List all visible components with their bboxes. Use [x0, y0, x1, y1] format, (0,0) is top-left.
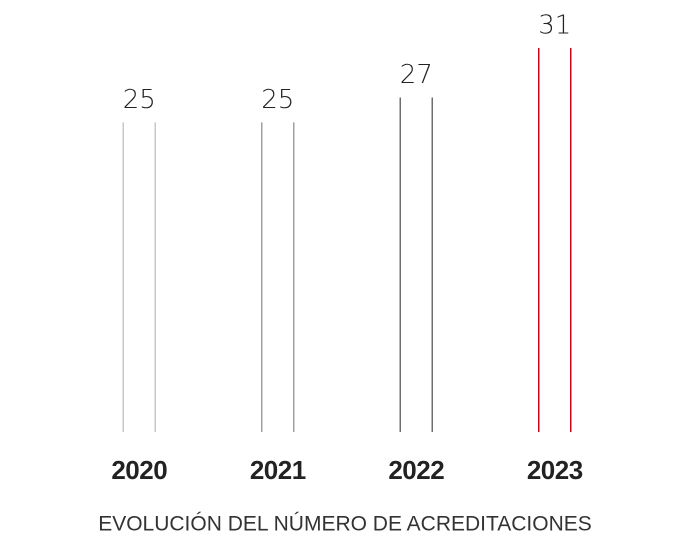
chart-title: EVOLUCIÓN DEL NÚMERO DE ACREDITACIONES — [98, 513, 592, 536]
bar — [261, 122, 295, 432]
bar — [122, 122, 156, 432]
value-label: 31 — [538, 11, 571, 41]
x-tick-label: 2023 — [527, 455, 583, 485]
bar — [399, 97, 433, 432]
x-tick-label: 2022 — [388, 455, 444, 485]
x-tick-label: 2020 — [111, 455, 167, 485]
value-label: 25 — [261, 85, 294, 115]
x-tick-label: 2021 — [250, 455, 306, 485]
value-label: 27 — [400, 60, 433, 90]
bar — [538, 48, 572, 432]
value-label: 25 — [123, 85, 156, 115]
